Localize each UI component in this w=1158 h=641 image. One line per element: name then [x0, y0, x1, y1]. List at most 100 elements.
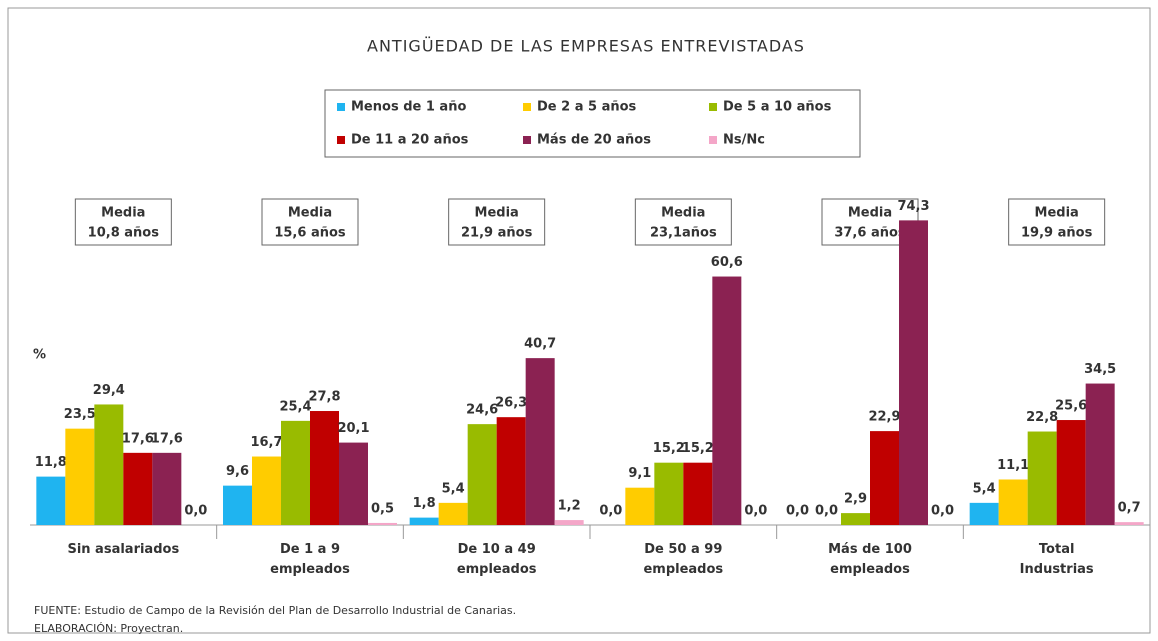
value-label: 9,1: [628, 466, 651, 481]
value-label: 5,4: [973, 481, 996, 496]
legend-box: [324, 89, 861, 158]
value-label: 60,6: [711, 255, 743, 270]
value-label: 1,2: [558, 499, 581, 514]
bar: [496, 417, 526, 525]
value-label: 0,0: [786, 504, 809, 519]
bar: [1027, 431, 1057, 525]
source: FUENTE: Estudio de Campo de la Revisión …: [34, 604, 516, 617]
value-label: 5,4: [442, 481, 465, 496]
value-label: 0,0: [599, 504, 622, 519]
value-label: 17,6: [151, 431, 183, 446]
media-box: [1008, 198, 1106, 246]
bar: [554, 520, 584, 525]
bar: [339, 442, 368, 525]
bar: [36, 476, 66, 525]
value-label: 74,3: [897, 199, 929, 214]
legend-swatch: [337, 136, 345, 144]
media-text: 37,6 años: [834, 226, 906, 241]
bar: [841, 513, 870, 525]
media-title: Media: [288, 206, 332, 221]
bar: [310, 411, 339, 525]
bar: [998, 479, 1028, 525]
source: ELABORACIÓN: Proyectran.: [34, 622, 183, 635]
media-text: 15,6 años: [274, 226, 346, 241]
x-tick-label: De 1 a 9 empleados: [270, 542, 350, 577]
value-label: 20,1: [337, 421, 369, 436]
legend-label: Menos de 1 año: [351, 100, 466, 115]
bar: [969, 502, 999, 525]
value-label: 25,4: [279, 399, 311, 414]
value-label: 24,6: [466, 403, 498, 418]
value-label: 9,6: [226, 464, 249, 479]
value-label: 11,8: [35, 455, 67, 470]
bar: [438, 502, 468, 525]
value-label: 0,5: [371, 501, 394, 516]
legend-swatch: [523, 136, 531, 144]
bar: [899, 220, 928, 525]
value-label: 0,7: [1118, 501, 1141, 516]
legend-label: Ns/Nc: [723, 133, 765, 148]
bar: [683, 462, 713, 525]
media-title: Media: [1035, 206, 1079, 221]
media-box: [74, 198, 172, 246]
bar: [281, 420, 310, 525]
bar: [467, 424, 497, 525]
chart-title: ANTIGÜEDAD DE LAS EMPRESAS ENTREVISTADAS: [367, 37, 805, 56]
value-label: 34,5: [1084, 362, 1116, 377]
media-title: Media: [101, 206, 145, 221]
value-label: 0,0: [744, 504, 767, 519]
bar: [1056, 420, 1086, 525]
bar: [525, 358, 555, 525]
value-label: 15,2: [653, 441, 685, 456]
value-label: 40,7: [524, 337, 556, 352]
bar: [152, 452, 182, 525]
bar: [65, 428, 95, 525]
bar: [712, 276, 742, 525]
media-text: 10,8 años: [88, 226, 160, 241]
value-label: 29,4: [93, 383, 125, 398]
value-label: 1,8: [413, 496, 436, 511]
media-text: 21,9 años: [461, 226, 533, 241]
legend-swatch: [337, 103, 345, 111]
value-label: 25,6: [1055, 399, 1087, 414]
bar: [368, 522, 397, 525]
bar: [870, 431, 899, 525]
bar: [223, 485, 252, 525]
legend-label: De 2 a 5 años: [537, 100, 637, 115]
bar: [1085, 383, 1115, 525]
value-label: 0,0: [184, 504, 207, 519]
x-tick-label: Más de 100 empleados: [828, 542, 912, 577]
media-title: Media: [661, 206, 705, 221]
media-title: Media: [848, 206, 892, 221]
value-label: 22,9: [868, 410, 900, 425]
legend-label: Más de 20 años: [537, 133, 651, 148]
x-tick-label: De 50 a 99 empleados: [643, 542, 723, 577]
value-label: 16,7: [250, 435, 282, 450]
legend-swatch: [709, 136, 717, 144]
x-tick-label: Total Industrias: [1020, 542, 1094, 577]
value-label: 0,0: [931, 504, 954, 519]
y-axis-label: %: [33, 348, 46, 363]
x-tick-label: De 10 a 49 empleados: [457, 542, 537, 577]
bar: [252, 456, 281, 525]
bar: [409, 517, 439, 525]
x-tick-label: Sin asalariados: [67, 542, 179, 557]
value-label: 22,8: [1026, 410, 1058, 425]
media-box: [634, 198, 732, 246]
value-label: 0,0: [815, 504, 838, 519]
bar: [94, 404, 124, 525]
media-box: [448, 198, 546, 246]
value-label: 17,6: [122, 431, 154, 446]
media-text: 23,1años: [650, 226, 717, 241]
value-label: 27,8: [308, 390, 340, 405]
value-label: 11,1: [997, 458, 1029, 473]
value-label: 2,9: [844, 492, 867, 507]
bar: [123, 452, 153, 525]
media-text: 19,9 años: [1021, 226, 1093, 241]
bar: [654, 462, 684, 525]
bar: [1114, 522, 1144, 525]
legend-label: De 5 a 10 años: [723, 100, 832, 115]
value-label: 26,3: [495, 396, 527, 411]
value-label: 15,2: [682, 441, 714, 456]
